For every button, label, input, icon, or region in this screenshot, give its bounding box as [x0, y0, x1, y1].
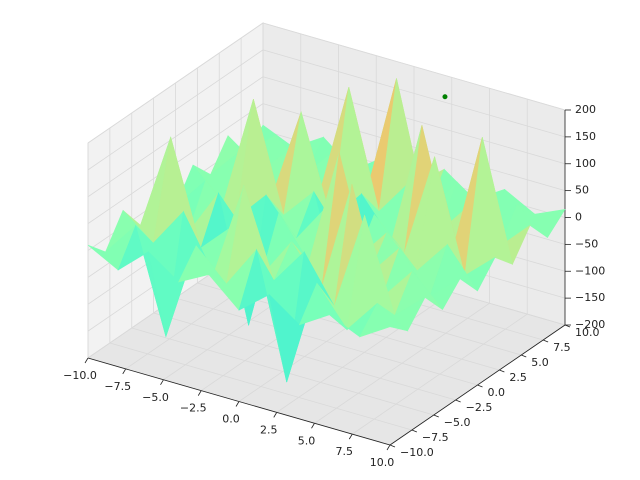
- tick-mark: [411, 429, 418, 433]
- y-tick-label: 7.5: [553, 341, 571, 354]
- tick-mark: [84, 357, 89, 364]
- tick-mark: [455, 399, 461, 403]
- axis-line: [389, 324, 566, 446]
- grid-line: [175, 297, 478, 386]
- tick-mark: [521, 354, 527, 358]
- x-tick-label: 10.0: [370, 456, 395, 469]
- grid-line: [87, 22, 264, 144]
- x-tick-label: −10.0: [63, 369, 97, 382]
- z-tick-label: −50: [575, 237, 598, 250]
- tick-mark: [433, 414, 439, 418]
- y-tick-label: 0.0: [488, 386, 506, 399]
- y-tick-label: −10.0: [400, 446, 434, 459]
- grid-line: [262, 103, 566, 192]
- z-tick-label: 50: [575, 184, 589, 197]
- tick-mark: [386, 444, 391, 451]
- x-tick-label: −5.0: [142, 391, 169, 404]
- tick-mark: [273, 412, 278, 418]
- grid-line: [87, 49, 264, 171]
- grid-line: [131, 327, 434, 416]
- z-tick-label: −200: [575, 318, 605, 331]
- tick-mark: [160, 379, 164, 385]
- point: [442, 94, 448, 100]
- grid-line: [262, 49, 566, 138]
- y-tick-label: −5.0: [444, 416, 471, 429]
- z-tick-label: −150: [575, 291, 605, 304]
- grid-line: [109, 342, 412, 431]
- z-tick-label: 100: [575, 157, 596, 170]
- grid-line: [87, 76, 264, 198]
- tick-mark: [235, 401, 240, 407]
- z-tick-label: 0: [575, 211, 582, 224]
- z-tick-label: 200: [575, 103, 596, 116]
- y-tick-label: 10.0: [575, 326, 600, 339]
- grid-line: [262, 76, 566, 165]
- tick-mark: [122, 368, 127, 375]
- x-tick-label: 5.0: [298, 434, 316, 447]
- grid-line: [153, 312, 456, 401]
- x-tick-label: 2.5: [260, 423, 278, 436]
- z-tick-label: 150: [575, 130, 596, 143]
- x-tick-label: −7.5: [104, 380, 131, 393]
- x-tick-label: 7.5: [336, 445, 354, 458]
- y-tick-label: 2.5: [509, 371, 527, 384]
- tick-mark: [542, 339, 549, 343]
- y-tick-label: 5.0: [531, 356, 549, 369]
- tick-mark: [389, 444, 396, 448]
- axis-line: [87, 357, 391, 446]
- tick-mark: [197, 390, 202, 396]
- tick-mark: [477, 384, 483, 388]
- tick-mark: [499, 369, 505, 373]
- surface-cell: [359, 302, 409, 338]
- y-tick-label: −2.5: [466, 401, 493, 414]
- x-tick-label: −2.5: [180, 402, 207, 415]
- grid-line: [262, 22, 566, 111]
- x-tick-label: 0.0: [222, 413, 240, 426]
- tick-mark: [311, 423, 315, 429]
- y-tick-label: −7.5: [422, 431, 449, 444]
- tick-mark: [348, 433, 353, 440]
- z-tick-label: −100: [575, 264, 605, 277]
